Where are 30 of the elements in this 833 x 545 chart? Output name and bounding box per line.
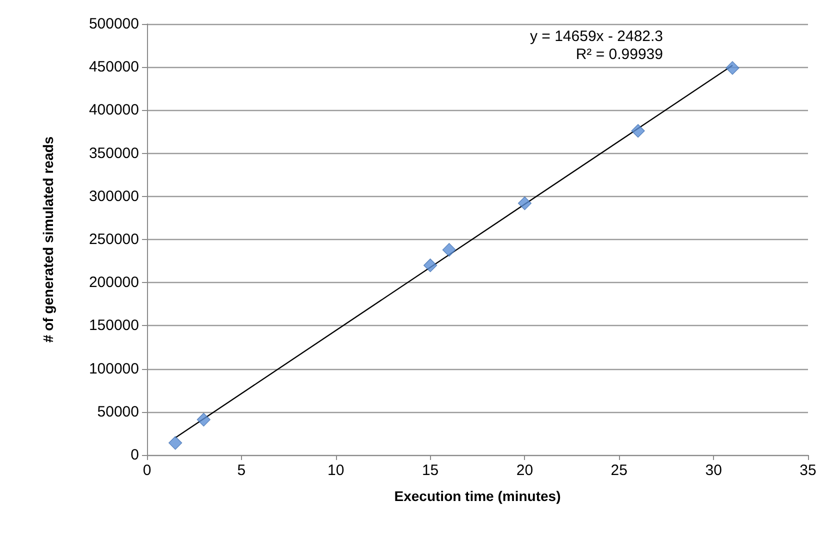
x-axis-title: Execution time (minutes): [394, 488, 561, 504]
x-tick-label: 25: [610, 462, 628, 479]
point: [518, 196, 532, 210]
y-tick-label: 50000: [97, 403, 139, 420]
x-tick-label: 20: [516, 462, 534, 479]
x-tick-label: 0: [142, 462, 152, 479]
annotation: R² = 0.99939: [576, 46, 664, 63]
y-tick-label: 150000: [88, 317, 139, 334]
y-tick-label: 350000: [88, 144, 139, 162]
x-tick-label: 35: [800, 462, 816, 479]
point: [726, 61, 740, 75]
point: [168, 436, 182, 450]
point: [423, 258, 438, 272]
x-tick-label: 30: [705, 462, 722, 479]
y-tick-label: 200000: [88, 274, 139, 292]
x-tick-label: 15: [422, 462, 439, 479]
y-tick-label: 450000: [88, 58, 139, 76]
y-tick-label: 400000: [88, 102, 139, 119]
annotation: y = 14659x - 2482.3: [530, 28, 663, 45]
y-tick-label: 500000: [88, 16, 139, 32]
y-tick-label: 0: [130, 446, 139, 464]
x-tick-label: 10: [328, 462, 344, 479]
x-tick-label: 5: [237, 462, 246, 479]
y-tick-label: 100000: [88, 360, 139, 378]
point: [631, 124, 645, 138]
point: [196, 412, 210, 426]
y-tick-label: 250000: [88, 231, 139, 248]
y-tick-label: 300000: [88, 188, 139, 205]
point: [442, 243, 456, 257]
y-axis-title: # of generated simulated reads: [40, 136, 56, 343]
